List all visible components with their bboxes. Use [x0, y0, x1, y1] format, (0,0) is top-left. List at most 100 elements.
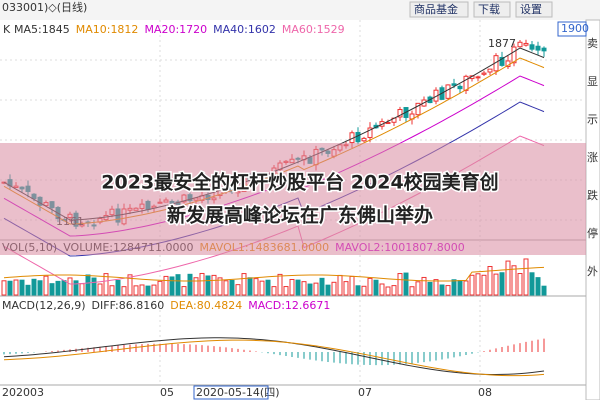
volume-bar — [241, 273, 247, 296]
volume-bar — [79, 283, 85, 296]
candle-body — [487, 68, 493, 73]
volume-bar — [61, 280, 67, 296]
volume-bar — [121, 286, 127, 296]
volume-bar — [145, 285, 151, 296]
volume-bar — [325, 284, 331, 296]
candle-body — [475, 76, 481, 79]
volume-bar — [277, 273, 283, 296]
volume-bar — [25, 284, 31, 296]
volume-bar — [367, 277, 373, 296]
candle-body — [397, 109, 403, 118]
volume-bar — [67, 277, 73, 296]
volume-bar — [109, 285, 115, 296]
candle-body — [529, 44, 535, 50]
volume-bar — [19, 279, 25, 296]
volume-bar — [259, 280, 265, 296]
volume-bar — [229, 279, 235, 296]
volume-bar — [523, 258, 529, 296]
side-label: 停 — [587, 226, 598, 240]
side-label: 外 — [587, 265, 598, 278]
volume-bar — [151, 284, 157, 296]
volume-bar — [157, 280, 163, 296]
toolbar-button-label: 设置 — [520, 3, 542, 16]
candle-body — [415, 102, 421, 116]
volume-bar — [193, 277, 199, 296]
volume-bar — [385, 286, 391, 296]
candle-body — [451, 83, 457, 86]
volume-bar — [133, 285, 139, 296]
volume-bar — [163, 275, 169, 296]
volume-bar — [445, 285, 451, 296]
toolbar-button[interactable] — [473, 1, 511, 18]
candle-body — [355, 131, 361, 143]
volume-bar — [73, 280, 79, 296]
toolbar-button-label: 商品基金 — [414, 2, 458, 16]
x-label: 07 — [358, 386, 372, 399]
k-label: K — [3, 23, 11, 36]
volume-bar — [265, 279, 271, 296]
volume-bar — [289, 278, 295, 296]
volume-bar — [295, 279, 301, 296]
volume-bar — [13, 279, 19, 296]
volume-bar — [223, 280, 229, 296]
candle-body — [367, 127, 373, 138]
candle-body — [385, 122, 391, 125]
volume-bar — [343, 281, 349, 296]
volume-bar — [505, 260, 511, 296]
legend-item: MA20:1720 — [144, 23, 207, 36]
side-label: 显 — [587, 75, 598, 88]
volume-bar — [511, 265, 517, 296]
volume-bar — [451, 279, 457, 296]
volume-bar — [535, 277, 541, 296]
ma-line — [3, 339, 545, 377]
legend-item: MACD:12.6671 — [248, 299, 330, 312]
legend-item: DEA:80.4824 — [170, 299, 242, 312]
volume-bar — [463, 280, 469, 296]
legend-item: MA40:1602 — [213, 23, 276, 36]
volume-bar — [31, 278, 37, 296]
volume-bar — [517, 273, 523, 296]
volume-bar — [457, 279, 463, 296]
legend-item: MACD(12,26,9) — [2, 299, 86, 312]
candle-body — [517, 41, 523, 48]
volume-bar — [499, 272, 505, 296]
side-label: 涨 — [587, 151, 598, 164]
code-label: 033001)◇(日线) — [2, 0, 87, 14]
side-label: 跌 — [587, 188, 598, 202]
toolbar-button[interactable] — [515, 1, 553, 18]
volume-bar — [205, 275, 211, 296]
ma-line — [3, 337, 545, 375]
toolbar-button[interactable] — [409, 1, 469, 18]
x-label: 05 — [160, 386, 174, 399]
volume-bar — [43, 275, 49, 296]
x-label: 2020-05-14(四) — [196, 386, 280, 399]
toolbar-button-label: 下载 — [478, 3, 500, 16]
volume-bar — [355, 285, 361, 296]
volume-bar — [373, 279, 379, 296]
volume-bar — [247, 277, 253, 296]
candle-body — [499, 56, 505, 66]
candle-body — [445, 84, 451, 99]
candle-body — [457, 85, 463, 90]
volume-bar — [37, 280, 43, 296]
volume-bar — [331, 281, 337, 296]
volume-bar — [211, 274, 217, 296]
volume-bar — [307, 283, 313, 296]
volume-bar — [139, 284, 145, 296]
volume-bar — [1, 280, 7, 296]
volume-bar — [391, 285, 397, 296]
legend-item: MA60:1529 — [282, 23, 345, 36]
volume-bar — [403, 272, 409, 296]
high-label: 1877 — [488, 37, 516, 50]
ma-line — [3, 266, 545, 282]
volume-bar — [313, 282, 319, 296]
volume-bar — [541, 285, 547, 296]
candle-body — [541, 47, 547, 52]
volume-bar — [271, 286, 277, 296]
banner-line: 2023最安全的杠杆炒股平台 2024校园美育创 — [101, 171, 498, 194]
volume-bar — [301, 281, 307, 296]
volume-bar — [319, 277, 325, 296]
volume-bar — [427, 281, 433, 296]
volume-bar — [91, 277, 97, 296]
